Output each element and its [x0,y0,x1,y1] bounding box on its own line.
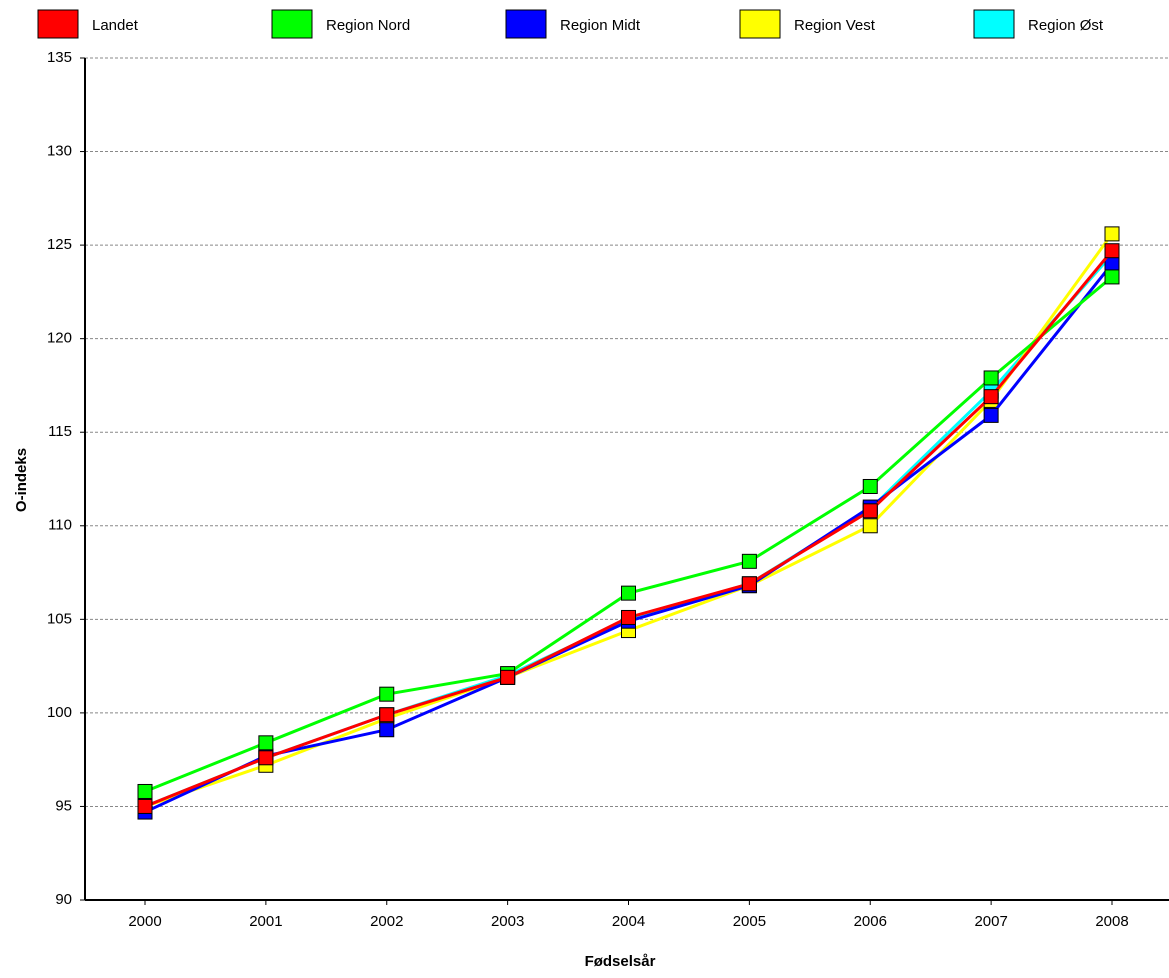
x-tick-label: 2004 [612,913,645,930]
x-tick-label: 2001 [249,913,282,930]
series-line [144,249,1114,808]
y-tick-label: 110 [48,517,72,534]
x-tick-label: 2007 [974,913,1007,930]
legend-swatch [973,9,1015,39]
point-marker [1104,269,1120,285]
point-marker [379,722,395,738]
point-marker [137,798,153,814]
point-marker [379,686,395,702]
point-marker [862,518,878,534]
point-marker [862,503,878,519]
legend-swatch [505,9,547,39]
point-marker [621,585,636,601]
x-tick-label: 2005 [733,913,766,930]
point-marker [379,707,395,723]
point-marker [258,735,274,751]
series-line [144,262,1114,814]
series-line [144,275,1113,793]
x-tick-label: 2006 [854,913,887,930]
series-line [144,253,1114,808]
legend-label: Region Nord [326,17,410,34]
y-tick-label: 100 [47,704,72,721]
x-tick-label: 2003 [491,913,524,930]
y-tick-label: 135 [47,49,72,66]
y-tick-label: 130 [47,143,72,160]
y-tick-label: 90 [55,891,72,908]
point-marker [741,576,757,592]
point-marker [741,553,757,569]
x-tick-label: 2002 [370,913,403,930]
point-marker [137,783,153,799]
point-marker [621,609,636,625]
point-marker [983,370,999,386]
point-marker [1104,243,1120,259]
legend-label: Landet [92,17,139,34]
y-tick-label: 95 [55,797,72,814]
point-marker [500,669,516,685]
legend-label: Region Vest [794,17,876,34]
legend-label: Region Midt [560,17,641,34]
y-tick-label: 115 [48,423,72,440]
point-marker [983,407,999,423]
x-axis-label: Fødselsår [585,953,656,970]
point-marker [258,750,274,766]
x-tick-label: 2000 [128,913,161,930]
legend-swatch [271,9,313,39]
x-tick-label: 2008 [1095,913,1128,930]
legend-label: Region Øst [1028,17,1104,34]
legend-swatch [739,9,781,39]
y-axis-label: O-indeks [13,448,30,512]
legend-swatch [37,9,79,39]
point-marker [1104,226,1120,242]
y-tick-label: 120 [47,330,72,347]
y-tick-label: 105 [47,610,72,627]
point-marker [983,389,999,405]
series-line [144,233,1114,808]
y-tick-label: 125 [47,236,72,253]
point-marker [862,478,878,494]
